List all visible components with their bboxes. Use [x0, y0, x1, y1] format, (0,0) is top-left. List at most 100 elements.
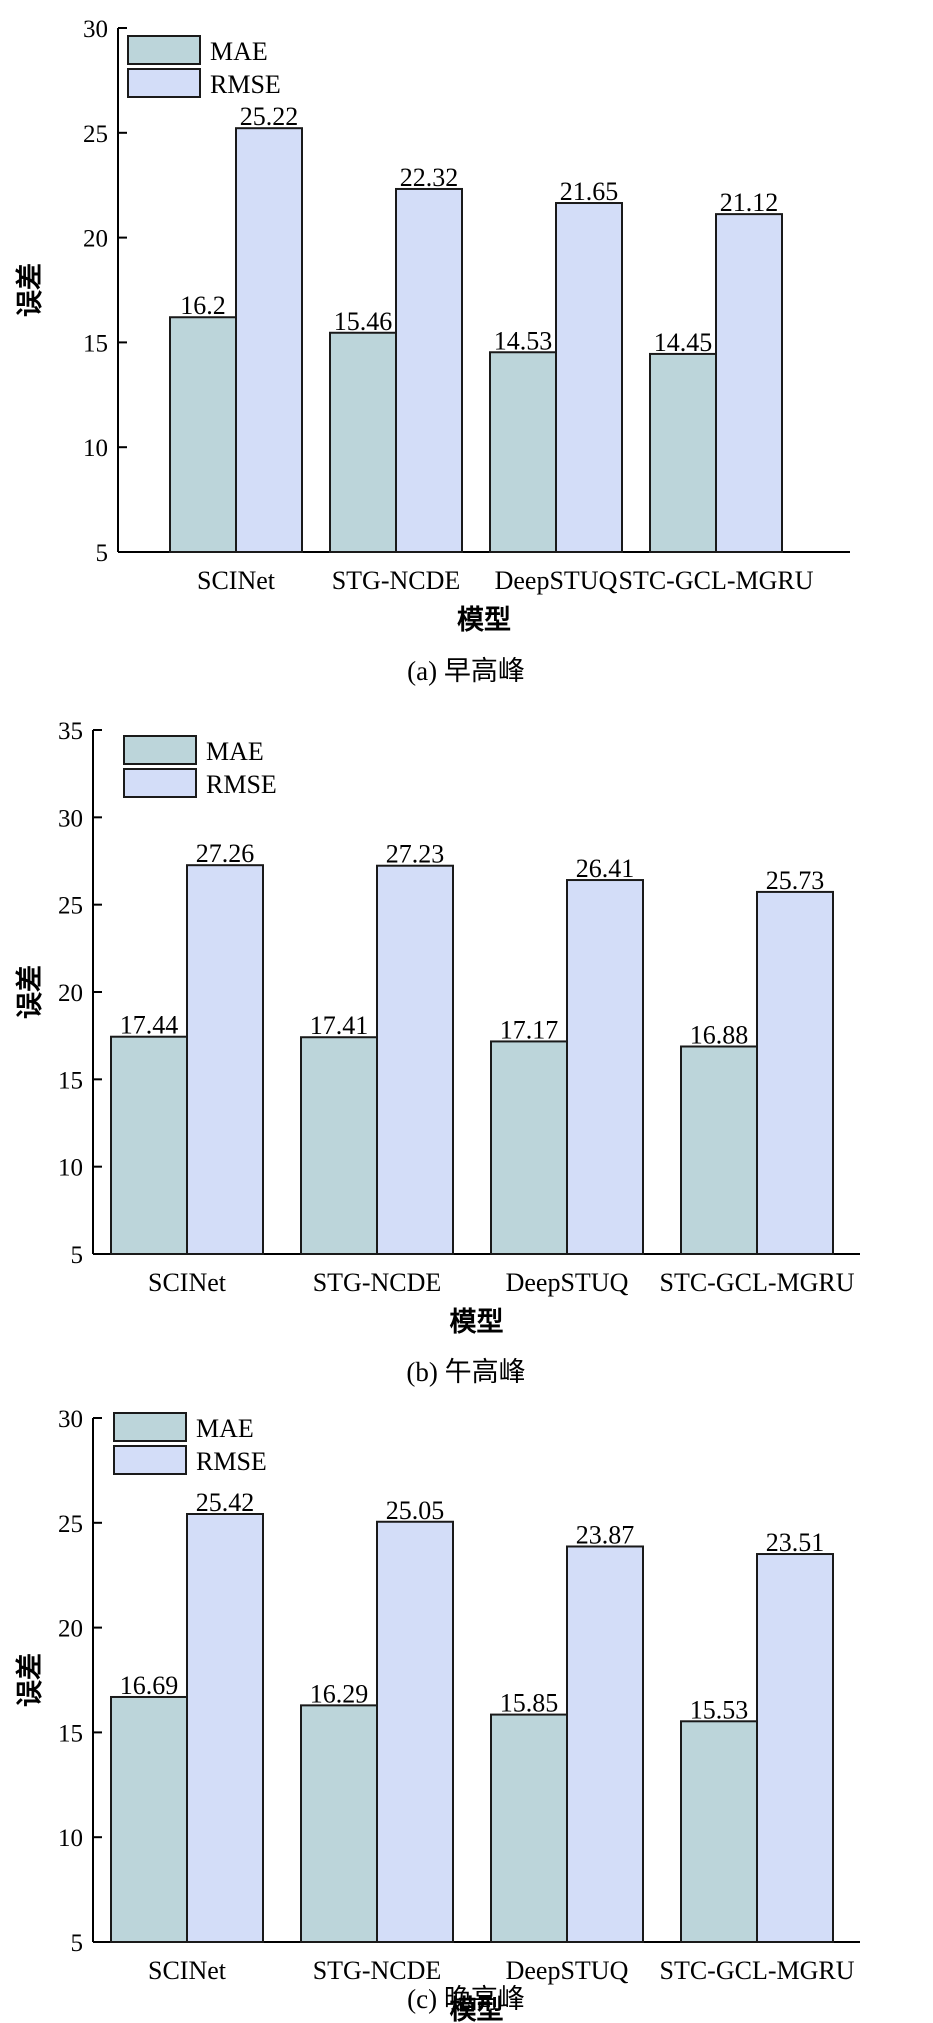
data-label-rmse-3: 21.65	[560, 177, 619, 206]
x-category-label: STG-NCDE	[313, 1956, 442, 1985]
x-category-label: STG-NCDE	[332, 566, 461, 595]
legend-label-mae: MAE	[210, 37, 268, 66]
y-tick-label: 5	[96, 540, 109, 567]
chart-panel-1: 5 10 15 20 25 30 16.2 25.22 SCINet 15.46 22.32 STG-…	[14, 16, 850, 686]
x-category-label: DeepSTUQ	[506, 1268, 629, 1297]
legend-swatch-rmse	[127, 68, 201, 98]
x-category-label: SCINet	[148, 1956, 227, 1985]
bar-mae-4	[680, 1045, 758, 1255]
bar-mae-1	[169, 316, 237, 553]
bar-mae-1	[110, 1695, 188, 1943]
bar-rmse-2	[376, 864, 454, 1255]
y-tick-label: 35	[58, 718, 83, 745]
data-label-rmse-1: 25.42	[196, 1488, 255, 1517]
y-axis-title: 误差	[14, 263, 45, 317]
bar-mae-3	[490, 1040, 568, 1255]
y-tick-label: 10	[58, 1155, 83, 1182]
y-tick-label: 20	[58, 1616, 83, 1643]
y-tick-label: 15	[58, 1067, 83, 1094]
bar-rmse-2	[395, 187, 463, 553]
data-label-rmse-3: 23.87	[576, 1520, 635, 1549]
data-label-mae-2: 16.29	[310, 1679, 369, 1708]
data-label-rmse-1: 25.22	[240, 102, 299, 131]
y-axis-title: 误差	[14, 965, 45, 1019]
bar-mae-2	[300, 1704, 378, 1943]
panel-caption: (a) 早高峰	[407, 656, 525, 686]
y-tick-label: 10	[58, 1825, 83, 1852]
bar-rmse-3	[555, 202, 623, 554]
panel-caption: (c) 晚高峰	[407, 1984, 525, 2014]
x-category-label: SCINet	[148, 1268, 227, 1297]
y-tick-label: 20	[58, 980, 83, 1007]
bar-rmse-1	[186, 864, 264, 1256]
bar-mae-4	[680, 1720, 758, 1944]
x-category-label: DeepSTUQ	[506, 1956, 629, 1985]
y-tick-label: 15	[58, 1720, 83, 1747]
legend-swatch-mae	[123, 735, 197, 765]
x-category-label: STG-NCDE	[313, 1268, 442, 1297]
bar-rmse-2	[376, 1520, 454, 1943]
data-label-mae-1: 16.2	[180, 291, 226, 320]
legend-label-rmse: RMSE	[206, 770, 277, 799]
y-tick-label: 25	[58, 893, 83, 920]
x-axis-title: 模型	[450, 1307, 504, 1337]
y-tick-label: 15	[83, 330, 108, 357]
data-label-rmse-4: 25.73	[766, 866, 825, 895]
bar-mae-2	[300, 1036, 378, 1255]
data-label-rmse-4: 23.51	[766, 1528, 825, 1557]
data-label-mae-3: 17.17	[500, 1015, 559, 1044]
data-label-mae-4: 14.45	[654, 328, 713, 357]
legend-label-mae: MAE	[196, 1414, 254, 1443]
bar-rmse-1	[186, 1512, 264, 1944]
data-label-rmse-2: 22.32	[400, 163, 459, 192]
data-label-mae-2: 15.46	[334, 307, 393, 336]
y-tick-label: 30	[58, 1406, 83, 1433]
legend-label-mae: MAE	[206, 737, 264, 766]
legend-swatch-mae	[113, 1412, 187, 1442]
y-tick-label: 25	[83, 121, 108, 148]
bar-rmse-3	[566, 879, 644, 1256]
x-axis-title: 模型	[450, 1995, 504, 2023]
y-tick-label: 30	[83, 16, 108, 43]
data-label-mae-4: 16.88	[690, 1020, 749, 1049]
data-label-rmse-2: 25.05	[386, 1496, 445, 1525]
y-tick-label: 25	[58, 1511, 83, 1538]
bar-mae-3	[490, 1713, 568, 1943]
chart-panel-2: 5 10 15 20 25 30 35 17.44 27.26 SCINet 17.41 27.23 S…	[14, 718, 860, 1387]
x-category-label: STC-GCL-MGRU	[659, 1956, 854, 1985]
legend-swatch-rmse	[123, 768, 197, 798]
data-label-rmse-3: 26.41	[576, 854, 635, 883]
legend-label-rmse: RMSE	[210, 70, 281, 99]
data-label-mae-4: 15.53	[690, 1695, 749, 1724]
x-category-label: STC-GCL-MGRU	[618, 566, 813, 595]
bar-mae-2	[329, 331, 397, 553]
data-label-rmse-1: 27.26	[196, 839, 255, 868]
y-tick-label: 5	[71, 1930, 84, 1957]
bar-mae-3	[489, 351, 557, 553]
bar-rmse-3	[566, 1545, 644, 1943]
chart-panel-3: 5 10 15 20 25 30 16.69 25.42 SCINet 16.29 25.05 STG…	[14, 1406, 860, 2023]
x-category-label: SCINet	[197, 566, 276, 595]
data-label-mae-3: 15.85	[500, 1689, 559, 1718]
x-category-label: DeepSTUQ	[495, 566, 618, 595]
y-axis-title: 误差	[14, 1653, 45, 1707]
data-label-mae-3: 14.53	[494, 326, 553, 355]
legend-label-rmse: RMSE	[196, 1447, 267, 1476]
data-label-mae-2: 17.41	[310, 1011, 369, 1040]
legend-swatch-mae	[127, 35, 201, 65]
y-tick-label: 30	[58, 805, 83, 832]
data-label-rmse-4: 21.12	[720, 188, 779, 217]
bar-rmse-4	[756, 1553, 834, 1943]
bar-rmse-4	[756, 890, 834, 1256]
data-label-mae-1: 17.44	[120, 1011, 179, 1040]
x-category-label: STC-GCL-MGRU	[659, 1268, 854, 1297]
bar-mae-1	[110, 1035, 188, 1256]
data-label-rmse-2: 27.23	[386, 840, 445, 869]
bar-rmse-1	[235, 127, 303, 553]
bar-rmse-4	[715, 213, 783, 554]
data-label-mae-1: 16.69	[120, 1671, 179, 1700]
y-tick-label: 10	[83, 435, 108, 462]
x-axis-title: 模型	[457, 605, 511, 635]
y-tick-label: 5	[71, 1242, 84, 1269]
